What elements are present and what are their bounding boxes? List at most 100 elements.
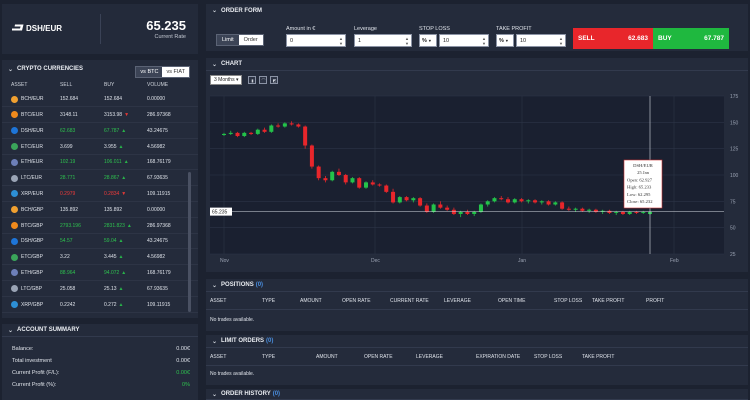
sell-value: 135.892 bbox=[60, 206, 79, 213]
crypto-header[interactable]: ⌄ CRYPTO CURRENCIES bbox=[2, 60, 198, 78]
candle-body bbox=[384, 185, 389, 192]
limit-orders-header[interactable]: ⌄ LIMIT ORDERS (0) bbox=[206, 335, 748, 348]
column-header[interactable]: OPEN RATE bbox=[364, 354, 393, 360]
limit-button[interactable]: Limit bbox=[217, 35, 239, 45]
order-form-header[interactable]: ⌄ ORDER FORM bbox=[206, 4, 748, 17]
column-header[interactable]: AMOUNT bbox=[316, 354, 338, 360]
stepper-icon[interactable]: ▲ ▼ bbox=[339, 36, 343, 46]
column-header[interactable]: TYPE bbox=[262, 298, 276, 304]
account-value: 0.00€ bbox=[176, 358, 190, 364]
sell-value: 54.57 bbox=[60, 238, 73, 245]
crypto-row[interactable]: BTC/GBP 2793.196 2831.823 ▲ 286.97368 bbox=[2, 218, 198, 234]
chevron-down-icon[interactable]: ⌄ bbox=[212, 8, 218, 14]
arrow-up-icon: ▲ bbox=[118, 301, 124, 308]
account-row: Current Profit (F/L): 0.00€ bbox=[12, 370, 190, 380]
vs-btc-button[interactable]: vs BTC bbox=[136, 67, 163, 77]
column-header[interactable]: TYPE bbox=[262, 354, 276, 360]
chevron-down-icon[interactable]: ⌄ bbox=[8, 327, 14, 334]
candle-body bbox=[222, 133, 226, 135]
crypto-scrollbar[interactable] bbox=[188, 172, 191, 312]
candle-body bbox=[445, 207, 450, 210]
chevron-down-icon[interactable]: ⌄ bbox=[8, 66, 14, 73]
stop-loss-input[interactable]: 10 ▲ ▼ bbox=[439, 34, 489, 47]
crypto-row[interactable]: XRP/GBP 0.2242 0.272 ▲ 109.11915 bbox=[2, 297, 198, 313]
crypto-row[interactable]: ETH/GBP 88.964 94.072 ▲ 168.76179 bbox=[2, 266, 198, 282]
column-header[interactable]: TAKE PROFIT bbox=[582, 354, 615, 360]
volume-value: 67.93635 bbox=[147, 175, 168, 182]
range-select[interactable]: 3 Months ▾ bbox=[210, 75, 243, 85]
limit-orders-panel: ⌄ LIMIT ORDERS (0) ASSET TYPE AMOUNT OPEN R… bbox=[206, 335, 748, 385]
positions-header[interactable]: ⌄ POSITIONS (0) bbox=[206, 279, 748, 292]
chevron-down-icon: ▾ bbox=[428, 38, 431, 43]
column-header[interactable]: EXPIRATION DATE bbox=[476, 354, 521, 360]
crypto-row[interactable]: BCH/GBP 135.892 135.892 0.00000 bbox=[2, 203, 198, 218]
x-tick-label: Dec bbox=[371, 258, 380, 264]
candle-body bbox=[350, 178, 355, 183]
buy-value: 25.13 bbox=[104, 285, 117, 292]
leverage-label: Leverage bbox=[354, 26, 377, 32]
stepper-icon[interactable]: ▲ ▼ bbox=[559, 36, 563, 46]
buy-button[interactable]: BUY 67.787 bbox=[653, 28, 729, 49]
column-header[interactable]: CURRENT RATE bbox=[390, 298, 429, 304]
candle-body bbox=[431, 204, 436, 212]
column-header[interactable]: STOP LOSS bbox=[534, 354, 563, 360]
order-button[interactable]: Order bbox=[238, 35, 263, 45]
crypto-row[interactable]: ETC/GBP 3.22 3.445 ▲ 4.56982 bbox=[2, 250, 198, 266]
asset-name: ETH/GBP bbox=[21, 269, 43, 276]
candle-body bbox=[627, 211, 632, 214]
account-header[interactable]: ⌄ ACCOUNT SUMMARY bbox=[2, 324, 198, 337]
column-header[interactable]: PROFIT bbox=[646, 298, 665, 304]
crypto-row[interactable]: ETC/EUR 3.699 3.955 ▲ 4.56982 bbox=[2, 139, 198, 155]
candle-body bbox=[397, 197, 402, 203]
current-rate-value: 65.235 bbox=[146, 18, 186, 33]
chevron-down-icon[interactable]: ⌄ bbox=[212, 391, 218, 398]
crypto-row[interactable]: DSH/EUR 62.683 67.787 ▲ 43.24675 bbox=[2, 124, 198, 139]
chevron-down-icon[interactable]: ⌄ bbox=[212, 61, 218, 68]
line-chart-icon[interactable]: ⌒ bbox=[259, 76, 268, 84]
crypto-column-headers: ASSET SELL BUY VOLUME bbox=[2, 82, 198, 91]
crypto-row[interactable]: BTC/EUR 3148.11 3153.98 ▼ 286.97368 bbox=[2, 108, 198, 124]
column-header[interactable]: ASSET bbox=[210, 354, 227, 360]
take-profit-input[interactable]: 10 ▲ ▼ bbox=[516, 34, 566, 47]
sell-value: 88.964 bbox=[60, 269, 76, 276]
sell-value: 152.684 bbox=[60, 96, 79, 103]
column-header[interactable]: OPEN TIME bbox=[498, 298, 526, 304]
amount-input[interactable]: 0 ▲ ▼ bbox=[286, 34, 346, 47]
crypto-row[interactable]: XRP/EUR 0.2979 0.2834 ▼ 109.11915 bbox=[2, 187, 198, 203]
column-header[interactable]: ASSET bbox=[210, 298, 227, 304]
order-history-header[interactable]: ⌄ ORDER HISTORY (0) bbox=[206, 389, 748, 400]
leverage-input[interactable]: 1 ▲ ▼ bbox=[354, 34, 412, 47]
arrow-up-icon: ▲ bbox=[126, 222, 132, 229]
sell-button[interactable]: SELL 62.683 bbox=[573, 28, 653, 49]
column-header[interactable]: TAKE PROFIT bbox=[592, 298, 625, 304]
column-header[interactable]: OPEN RATE bbox=[342, 298, 371, 304]
vs-fiat-button[interactable]: vs FIAT bbox=[162, 67, 189, 77]
crypto-row[interactable]: LTC/EUR 28.771 28.867 ▲ 67.93635 bbox=[2, 171, 198, 187]
buy-value: 59.04 bbox=[104, 238, 117, 245]
crypto-row[interactable]: ETH/EUR 102.19 106.011 ▲ 168.76179 bbox=[2, 155, 198, 171]
candle-chart-icon[interactable]: ▮ bbox=[248, 76, 257, 84]
tooltip-date: 25 Jan bbox=[637, 170, 650, 175]
crypto-row[interactable]: LTC/GBP 25.058 25.13 ▲ 67.93635 bbox=[2, 282, 198, 297]
candlestick-chart[interactable]: 25 50 75 100 125 150 175 Nov Dec Jan Feb 65.235 DSH/… bbox=[206, 58, 748, 272]
chart-header[interactable]: ⌄ CHART bbox=[206, 58, 748, 71]
coin-icon bbox=[11, 174, 18, 182]
sell-value: 0.2242 bbox=[60, 301, 76, 308]
stepper-icon[interactable]: ▲ ▼ bbox=[405, 36, 409, 46]
volume-value: 286.97368 bbox=[147, 111, 171, 118]
crypto-row[interactable]: DSH/GBP 54.57 59.04 ▲ 43.24675 bbox=[2, 234, 198, 250]
stop-loss-unit-select[interactable]: % ▾ bbox=[419, 34, 437, 47]
crypto-row[interactable]: BCH/EUR 152.684 152.684 0.00000 bbox=[2, 92, 198, 108]
area-chart-icon[interactable]: ◩ bbox=[270, 76, 279, 84]
chevron-down-icon[interactable]: ⌄ bbox=[212, 338, 218, 345]
column-header[interactable]: STOP LOSS bbox=[554, 298, 583, 304]
take-profit-unit-select[interactable]: % ▾ bbox=[496, 34, 514, 47]
column-header[interactable]: LEVERAGE bbox=[416, 354, 443, 360]
candle-body bbox=[620, 211, 625, 214]
tooltip-close: Close: 65.232 bbox=[627, 199, 653, 204]
take-profit-value: 10 bbox=[520, 37, 527, 44]
column-header[interactable]: LEVERAGE bbox=[444, 298, 471, 304]
column-header[interactable]: AMOUNT bbox=[300, 298, 322, 304]
chevron-down-icon[interactable]: ⌄ bbox=[212, 282, 218, 289]
stepper-icon[interactable]: ▲ ▼ bbox=[482, 36, 486, 46]
